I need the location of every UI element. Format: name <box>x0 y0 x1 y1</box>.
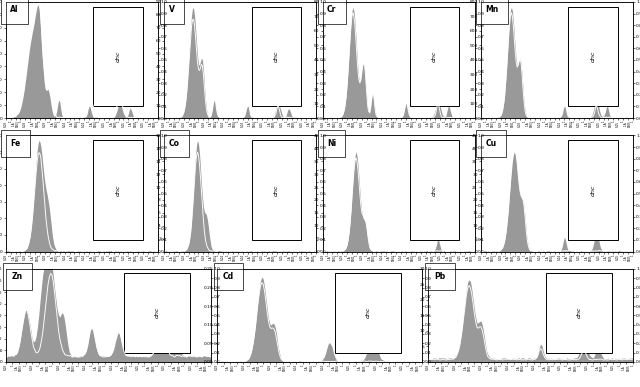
Text: dnc: dnc <box>274 184 279 196</box>
Bar <box>335 273 401 353</box>
Text: Mn: Mn <box>486 5 499 14</box>
Text: Ni: Ni <box>327 139 336 148</box>
Text: dnc: dnc <box>577 307 582 318</box>
Text: dnc: dnc <box>432 51 437 62</box>
Bar <box>252 7 301 106</box>
Text: dnc: dnc <box>115 51 120 62</box>
Text: dnc: dnc <box>591 184 596 196</box>
Text: Al: Al <box>10 5 19 14</box>
Bar <box>124 273 190 353</box>
Text: Fe: Fe <box>10 139 20 148</box>
Bar <box>93 7 143 106</box>
Text: Zn: Zn <box>12 272 23 281</box>
Bar <box>410 7 460 106</box>
Text: Cd: Cd <box>223 272 234 281</box>
Bar <box>568 140 618 240</box>
Text: V: V <box>169 5 175 14</box>
Text: dnc: dnc <box>365 307 371 318</box>
Text: dnc: dnc <box>115 184 120 196</box>
Bar <box>546 273 612 353</box>
Text: Cu: Cu <box>486 139 497 148</box>
Text: dnc: dnc <box>432 184 437 196</box>
Text: Cr: Cr <box>327 5 337 14</box>
Bar <box>568 7 618 106</box>
Text: dnc: dnc <box>274 51 279 62</box>
Bar <box>252 140 301 240</box>
Text: Co: Co <box>169 139 180 148</box>
Text: Pb: Pb <box>435 272 445 281</box>
Text: dnc: dnc <box>591 51 596 62</box>
Bar <box>93 140 143 240</box>
Text: dnc: dnc <box>154 307 159 318</box>
Bar <box>410 140 460 240</box>
